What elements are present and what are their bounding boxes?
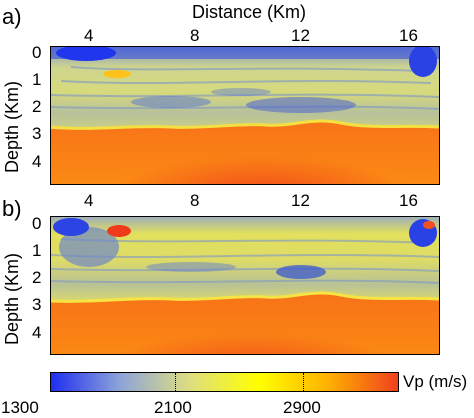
panel-b-ytick: 1 bbox=[32, 241, 42, 260]
panel-b-xtick: 12 bbox=[291, 191, 310, 210]
panel-a-label: a) bbox=[2, 4, 22, 29]
panel-a-ytick: 3 bbox=[32, 124, 42, 143]
panel-a-xtick: 16 bbox=[399, 26, 418, 45]
panel-a-ytick: 4 bbox=[32, 152, 42, 171]
colorbar-tick-mark bbox=[303, 373, 304, 391]
panel-a-velocity-image bbox=[50, 46, 440, 185]
panel-a-velocity-svg bbox=[51, 47, 439, 184]
panel-a-ytick: 2 bbox=[32, 97, 42, 116]
panel-b-velocity-svg bbox=[51, 217, 439, 354]
top-axis-title: Distance (Km) bbox=[192, 2, 307, 22]
panel-a-xtick: 12 bbox=[291, 26, 310, 45]
panel-b-ytick: 4 bbox=[32, 323, 42, 342]
colorbar-tick-label: 1300 bbox=[1, 398, 39, 417]
panel-a-ytick: 1 bbox=[32, 70, 42, 89]
colorbar-tick-label: 2100 bbox=[154, 398, 192, 417]
panel-a-ytick: 0 bbox=[32, 43, 42, 62]
colorbar-gradient bbox=[51, 373, 398, 391]
velocity-colorbar bbox=[50, 372, 399, 392]
panel-a-xtick: 4 bbox=[84, 26, 94, 45]
panel-b-ytick: 3 bbox=[32, 295, 42, 314]
panel-b-y-axis-title: Depth (Km) bbox=[2, 252, 22, 346]
panel-a-xtick: 8 bbox=[190, 26, 200, 45]
panel-b-ytick: 2 bbox=[32, 268, 42, 287]
panel-b-xtick: 8 bbox=[190, 191, 200, 210]
panel-b-xtick: 4 bbox=[84, 191, 94, 210]
panel-a-y-axis-title: Depth (Km) bbox=[2, 80, 22, 174]
colorbar-unit-label: Vp (m/s) bbox=[403, 372, 468, 391]
panel-b-label: b) bbox=[2, 196, 22, 221]
colorbar-tick-label: 2900 bbox=[283, 398, 321, 417]
panel-b-xtick: 16 bbox=[399, 191, 418, 210]
panel-b-ytick: 0 bbox=[32, 214, 42, 233]
panel-b-velocity-image bbox=[50, 216, 440, 355]
colorbar-tick-mark bbox=[175, 373, 176, 391]
